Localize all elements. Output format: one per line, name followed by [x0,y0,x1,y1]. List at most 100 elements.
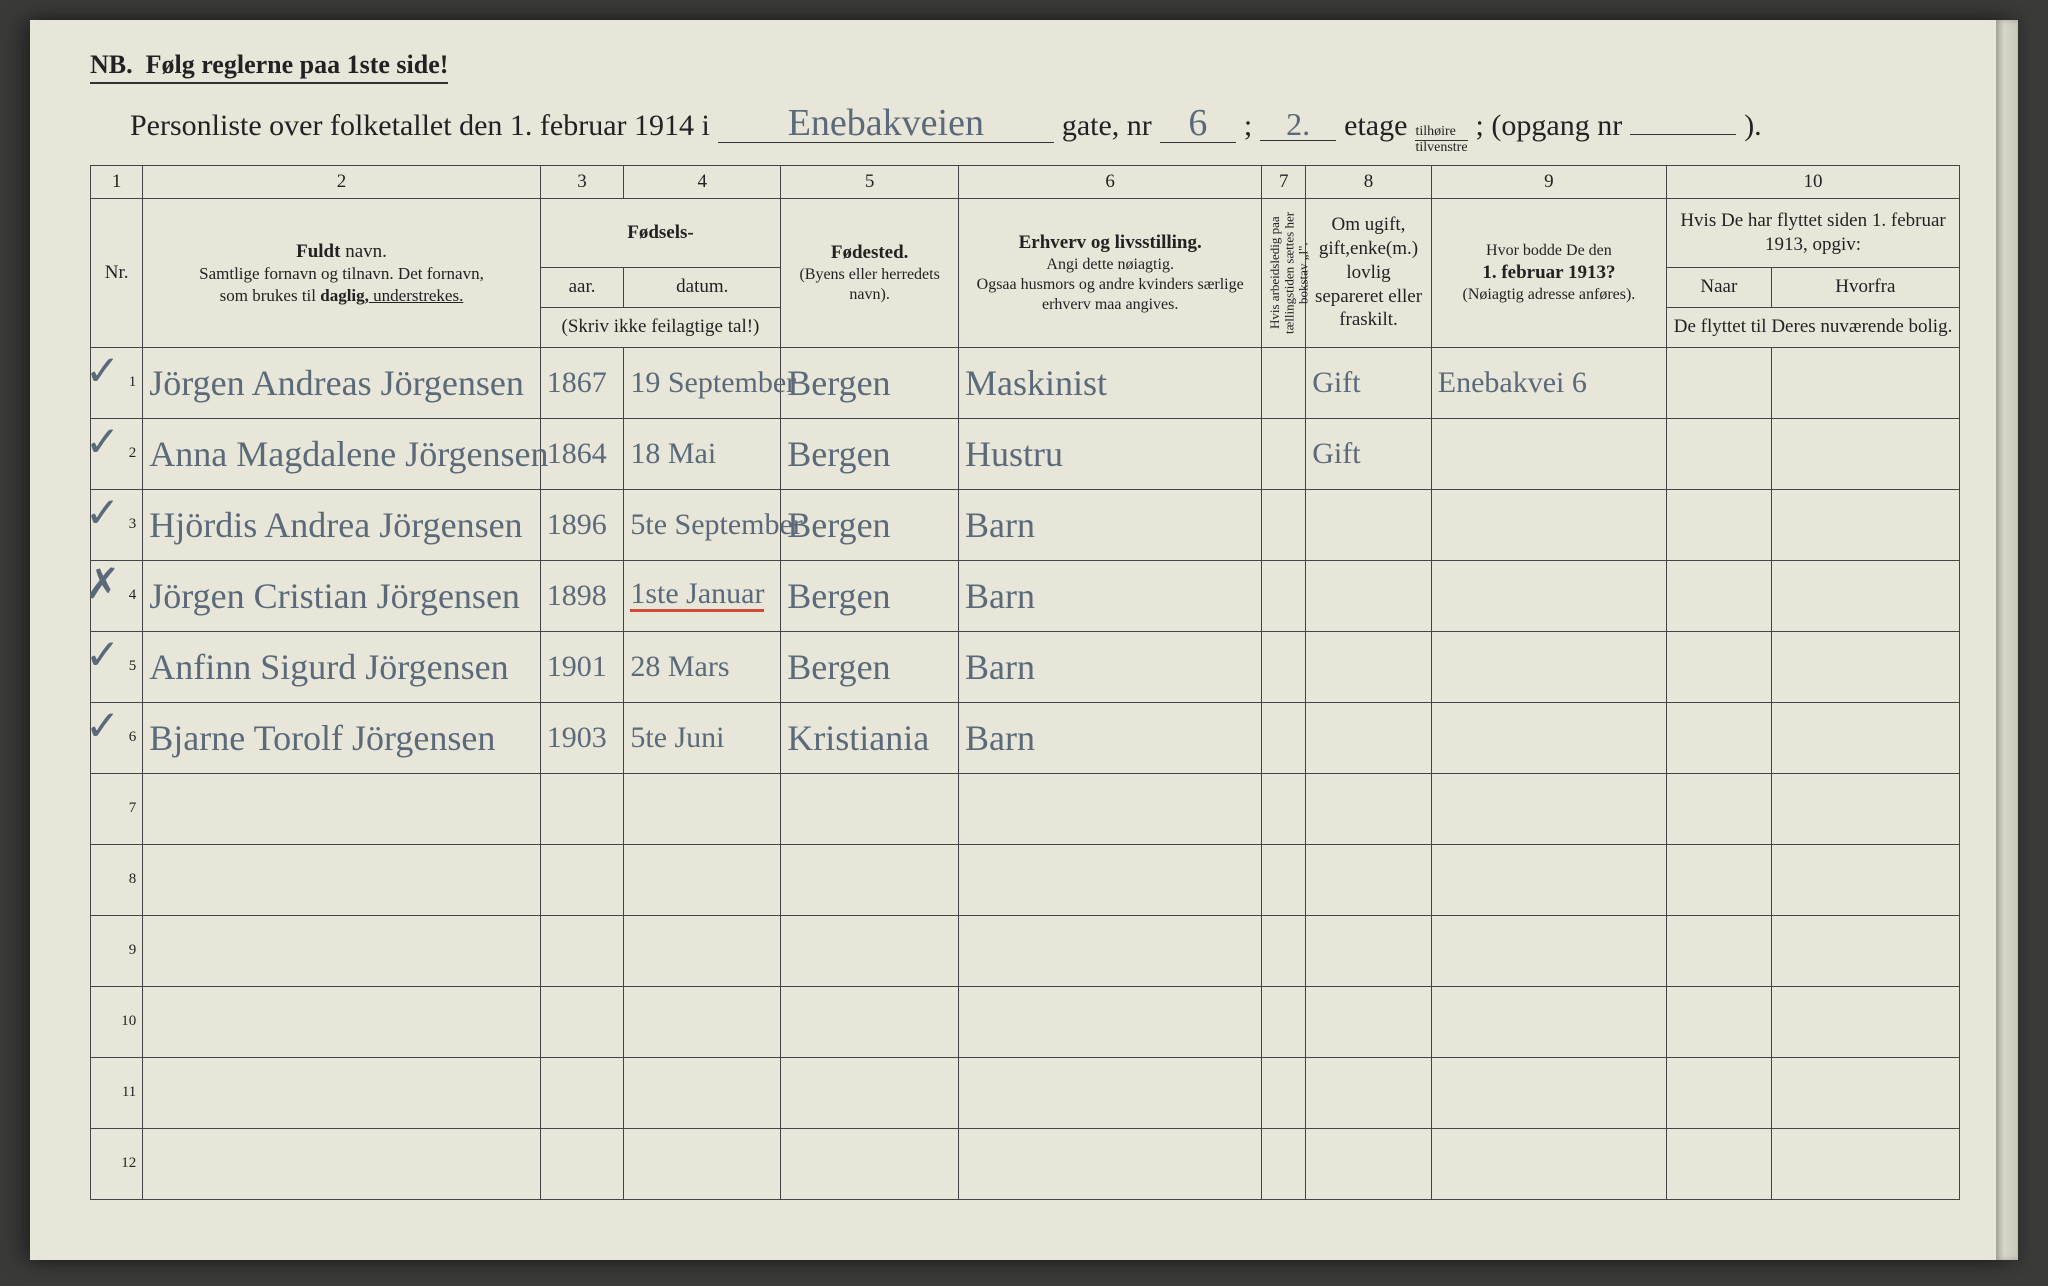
cell-c8 [1306,631,1432,702]
cell-fodested-text: Bergen [787,576,890,616]
cell-datum [624,1128,781,1199]
hdr-name: Fuldt navn. Samtlige fornavn og tilnavn.… [143,198,540,347]
cell-datum: 19 September [624,347,781,418]
cell-aar [540,1057,624,1128]
cell-c7 [1262,347,1306,418]
row-nr-cell: 12 [91,1128,143,1199]
cell-erhverv [959,915,1262,986]
cell-name [143,844,540,915]
title-printed: Personliste over folketallet den 1. febr… [130,109,710,143]
cell-c10-hvorfra [1771,347,1959,418]
hdr-datum: datum. [624,267,781,307]
cell-erhverv: Hustru [959,418,1262,489]
cell-datum-text: 18 Mai [630,437,716,470]
cell-fodested [781,915,959,986]
hdr-col9b: 1. februar 1913? [1482,262,1615,283]
hdr-erhverv-title: Erhverv og livsstilling. [1019,232,1202,253]
cell-c8 [1306,1057,1432,1128]
cell-c9-text: Enebakvei 6 [1438,366,1587,399]
cell-c10-hvorfra [1771,489,1959,560]
cell-c9 [1431,631,1666,702]
cell-c9: Enebakvei 6 [1431,347,1666,418]
hdr-erhverv-sub1: Angi dette nøiagtig. [965,255,1255,275]
cell-datum: 28 Mars [624,631,781,702]
table-row: 8 [91,844,1960,915]
cell-c10-naar [1667,702,1772,773]
cell-c9 [1431,1057,1666,1128]
cell-name [143,1057,540,1128]
cell-aar: 1896 [540,489,624,560]
nb-instruction: NB. Følg reglerne paa 1ste side! [90,50,448,84]
hdr-erhverv: Erhverv og livsstilling. Angi dette nøia… [959,198,1262,347]
row-nr: 3 [129,516,137,532]
cell-fodested-text: Bergen [787,434,890,474]
cell-erhverv-text: Hustru [965,434,1063,474]
row-nr: 1 [129,374,137,390]
cell-c8 [1306,1128,1432,1199]
cell-aar [540,986,624,1057]
cell-name-text: Bjarne Torolf Jörgensen [149,718,495,758]
hdr-fodsels: Fødsels- [540,198,781,267]
cell-datum-text: 19 September [630,366,796,399]
row-nr: 6 [129,729,137,745]
cell-c9 [1431,702,1666,773]
cell-name [143,915,540,986]
hdr-name-rest: navn. [340,241,386,262]
cell-aar-text: 1867 [547,366,607,399]
cell-datum-text: 28 Mars [630,650,729,683]
cell-aar [540,773,624,844]
cell-name-text: Jörgen Andreas Jörgensen [149,363,524,403]
hdr-col7: Hvis arbeidsledig paa tællingstiden sætt… [1262,198,1306,347]
cell-c10-naar [1667,1057,1772,1128]
cell-fodested-text: Bergen [787,505,890,545]
cell-c10-naar [1667,1128,1772,1199]
page-edge-shadow [1996,20,2018,1260]
cell-name: Jörgen Cristian Jörgensen [143,560,540,631]
header-row-1: Nr. Fuldt navn. Samtlige fornavn og tiln… [91,198,1960,267]
cell-datum: 5te September [624,489,781,560]
cell-c10-hvorfra [1771,1057,1959,1128]
colnum-5: 5 [781,166,959,199]
cell-aar: 1898 [540,560,624,631]
hdr-nr: Nr. [91,198,143,347]
cell-aar: 1864 [540,418,624,489]
hdr-fodested-title: Fødested. [831,242,909,263]
checkmark-icon: ✓ [85,646,120,667]
table-row: ✓1Jörgen Andreas Jörgensen186719 Septemb… [91,347,1960,418]
cell-c10-hvorfra [1771,1128,1959,1199]
cell-c8 [1306,560,1432,631]
row-nr: 9 [129,942,137,958]
hdr-col9: Hvor bodde De den 1. februar 1913? (Nøia… [1431,198,1666,347]
cell-erhverv-text: Barn [965,576,1035,616]
cell-c9 [1431,1128,1666,1199]
hdr-name-sub2b: daglig, [320,286,369,305]
cell-erhverv-text: Maskinist [965,363,1107,403]
checkmark-icon: ✓ [85,362,120,383]
colnum-6: 6 [959,166,1262,199]
cell-aar [540,844,624,915]
street-name-field: Enebakveien [718,104,1054,143]
hdr-name-bold: Fuldt [296,241,340,262]
cell-c8 [1306,986,1432,1057]
table-row: 12 [91,1128,1960,1199]
cell-c10-naar [1667,986,1772,1057]
cell-name: Anfinn Sigurd Jörgensen [143,631,540,702]
cell-aar [540,1128,624,1199]
cell-aar-text: 1901 [547,650,607,683]
cell-datum: 18 Mai [624,418,781,489]
hdr-fodested-sub: (Byens eller herredets navn). [787,265,952,305]
row-nr-cell: 8 [91,844,143,915]
column-number-row: 1 2 3 4 5 6 7 8 9 10 [91,166,1960,199]
cell-aar-text: 1896 [547,508,607,541]
row-nr-cell: 10 [91,986,143,1057]
cell-c8-text: Gift [1312,437,1360,470]
cell-c7 [1262,773,1306,844]
cell-fodested [781,986,959,1057]
row-nr-cell: 11 [91,1057,143,1128]
cell-c7 [1262,844,1306,915]
cell-name-text: Jörgen Cristian Jörgensen [149,576,520,616]
colnum-10: 10 [1667,166,1960,199]
checkmark-icon: ✗ [85,575,120,596]
cell-c8 [1306,702,1432,773]
cell-datum: 1ste Januar [624,560,781,631]
